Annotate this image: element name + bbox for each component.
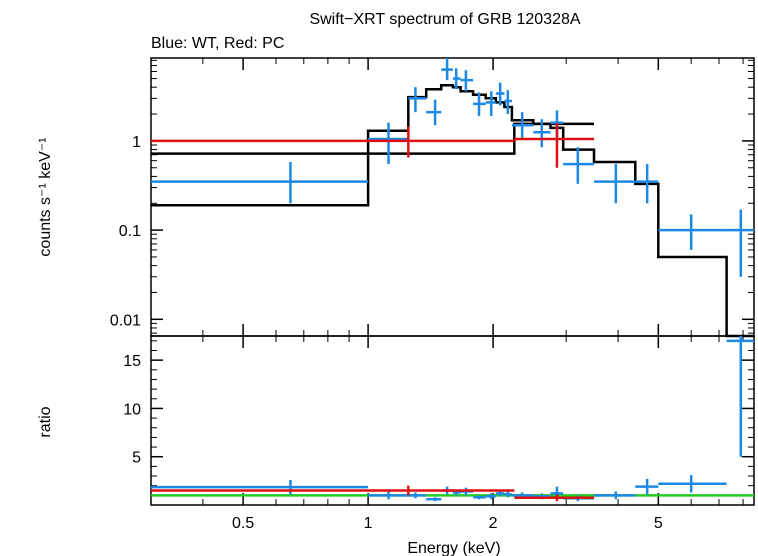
- ratio-y-axis-label: ratio: [37, 406, 54, 437]
- chart-title: Swift−XRT spectrum of GRB 120328A: [309, 11, 580, 28]
- wt-ratio-point: [485, 493, 496, 500]
- spectrum-y-tick-label: 1: [132, 134, 141, 151]
- wt-point: [495, 82, 505, 106]
- wt-point: [151, 162, 369, 204]
- wt-point: [533, 119, 551, 148]
- x-tick-label: 5: [654, 515, 663, 532]
- wt-point: [511, 112, 534, 140]
- wt-ratio-point: [504, 491, 512, 498]
- wt-point: [408, 87, 427, 113]
- wt-ratio-point: [658, 475, 727, 493]
- wt-model-line: [151, 84, 754, 338]
- ratio-y-tick-label: 5: [132, 450, 141, 467]
- x-tick-label: 2: [489, 515, 498, 532]
- wt-point: [726, 209, 754, 277]
- x-tick-label: 0.5: [232, 515, 254, 532]
- ratio-y-tick-label: 15: [123, 353, 141, 370]
- wt-ratio-point: [426, 497, 442, 502]
- wt-point: [368, 122, 409, 165]
- ratio-frame: [150, 335, 755, 506]
- wt-point: [485, 91, 496, 117]
- wt-point: [563, 147, 595, 184]
- wt-ratio-point: [368, 491, 409, 500]
- wt-ratio-point: [151, 479, 369, 495]
- wt-point: [460, 70, 474, 92]
- x-axis-label: Energy (keV): [407, 540, 500, 556]
- wt-point: [426, 99, 442, 126]
- wt-point: [452, 68, 461, 90]
- wt-point: [594, 164, 636, 204]
- wt-point: [441, 58, 453, 81]
- pc-point: [151, 126, 515, 158]
- wt-ratio-point: [726, 336, 754, 457]
- wt-ratio-point: [635, 478, 659, 495]
- spectrum-frame: [150, 57, 755, 337]
- wt-ratio-point: [408, 492, 427, 499]
- chart-subtitle: Blue: WT, Red: PC: [151, 35, 284, 52]
- pc-point: [514, 122, 595, 168]
- wt-point: [635, 164, 659, 204]
- spectrum-y-tick-label: 0.1: [119, 223, 141, 240]
- wt-ratio-point: [473, 495, 486, 500]
- pc-ratio-point: [514, 494, 595, 502]
- wt-point: [504, 90, 512, 115]
- x-tick-label: 1: [364, 515, 373, 532]
- spectrum-y-tick-label: 0.01: [110, 312, 141, 329]
- pc-ratio-point: [151, 485, 515, 496]
- ratio-y-tick-label: 10: [123, 401, 141, 418]
- wt-ratio-point: [594, 491, 636, 500]
- wt-point: [658, 214, 727, 250]
- wt-point: [473, 92, 486, 117]
- spectrum-y-axis-label: counts s⁻¹ keV⁻¹: [37, 137, 54, 256]
